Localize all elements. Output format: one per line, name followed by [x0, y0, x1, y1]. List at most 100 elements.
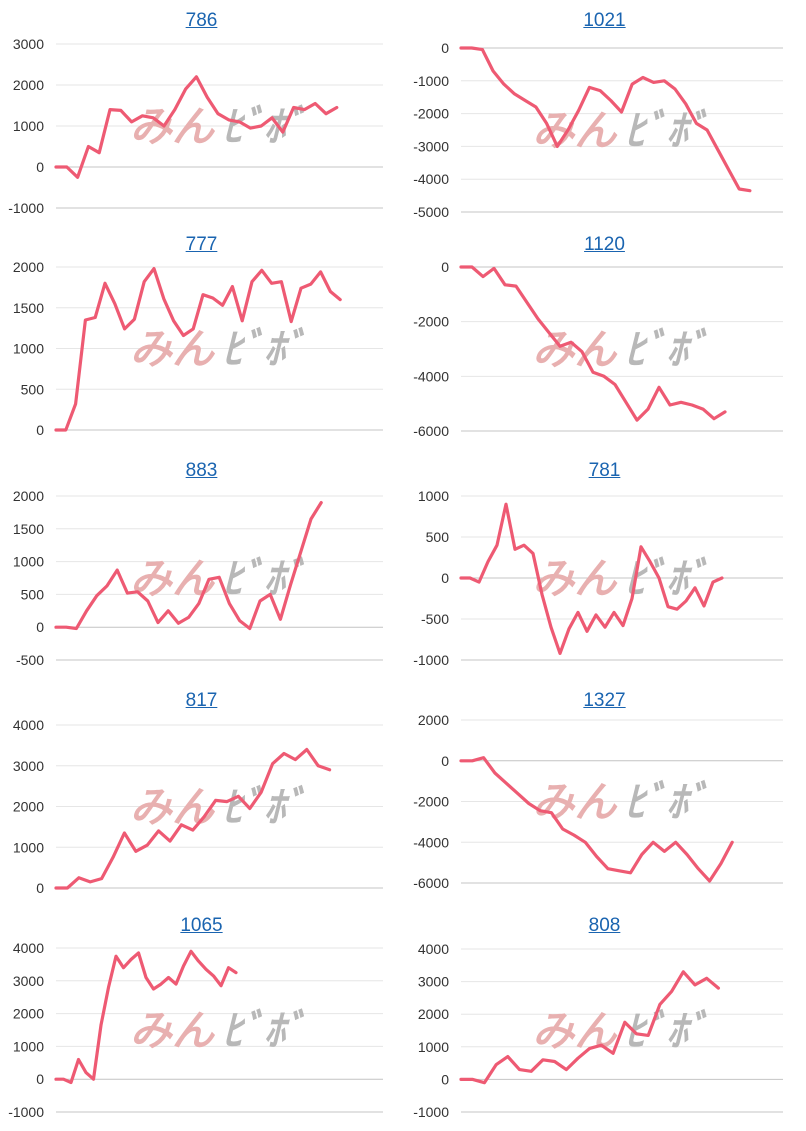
- watermark-left: みん: [532, 778, 618, 827]
- y-tick-label: 0: [36, 159, 44, 175]
- y-tick-label: -1000: [8, 200, 44, 216]
- chart-panel: 883 2000 1500 1000 500 0 -500 みん ﾋﾞﾎﾞ: [0, 450, 403, 676]
- series-line: [459, 46, 752, 193]
- watermark-left: みん: [130, 783, 216, 832]
- y-tick-label: 2000: [13, 488, 44, 504]
- series-line: [54, 266, 342, 432]
- y-tick-label: 0: [441, 259, 449, 275]
- y-tick-label: 0: [441, 753, 449, 769]
- chart-title-link[interactable]: 1327: [583, 690, 626, 711]
- chart-panel: 1021 0 -1000 -2000 -3000 -4000 -5000 みん ﾋﾞﾎﾞ: [403, 0, 806, 226]
- chart-panel: 781 1000 500 0 -500 -1000 みん ﾋﾞﾎﾞ: [403, 450, 806, 676]
- chart-panel: 1327 2000 0 -2000 -4000 -6000 みん ﾋﾞﾎﾞ: [403, 680, 806, 906]
- y-tick-label: 500: [21, 586, 45, 602]
- y-tick-label: 0: [441, 40, 449, 56]
- watermark-right: ﾋﾞﾎﾞ: [624, 1007, 708, 1056]
- line-chart: 0 -2000 -4000 -6000 みん ﾋﾞﾎﾞ: [413, 259, 783, 439]
- y-tick-label: 4000: [418, 941, 449, 957]
- watermark-left: みん: [532, 554, 618, 603]
- y-tick-label: 1000: [13, 118, 44, 134]
- y-tick-label: 1000: [13, 1038, 44, 1054]
- y-tick-label: 2000: [13, 799, 44, 815]
- y-tick-label: -2000: [413, 314, 449, 330]
- watermark-left: みん: [532, 325, 618, 374]
- y-tick-label: -1000: [413, 73, 449, 89]
- y-tick-label: -4000: [413, 171, 449, 187]
- chart-title-link[interactable]: 1120: [584, 234, 625, 255]
- series-line: [459, 265, 727, 422]
- watermark-right: ﾋﾞﾎﾞ: [222, 1006, 306, 1055]
- series-line: [459, 756, 734, 883]
- y-tick-label: 0: [441, 1071, 449, 1087]
- chart-panel: 817 4000 3000 2000 1000 0 みん ﾋﾞﾎﾞ: [0, 680, 403, 906]
- y-tick-label: 0: [36, 422, 44, 438]
- series-line: [54, 500, 323, 631]
- y-tick-label: -2000: [413, 794, 449, 810]
- y-tick-label: 0: [36, 619, 44, 635]
- y-tick-label: -6000: [413, 423, 449, 439]
- y-tick-label: 0: [36, 1071, 44, 1087]
- y-tick-label: -2000: [413, 106, 449, 122]
- y-tick-label: 2000: [13, 1006, 44, 1022]
- y-tick-label: -6000: [413, 875, 449, 891]
- chart-title-link[interactable]: 781: [588, 460, 621, 481]
- chart-panel: 786 3000 2000 1000 0 -1000 みん ﾋﾞﾎﾞ: [0, 0, 403, 226]
- y-tick-label: 4000: [13, 940, 44, 956]
- chart-panel: 777 2000 1500 1000 500 0 みん ﾋﾞﾎﾞ: [0, 224, 403, 450]
- chart-title-link[interactable]: 817: [185, 690, 218, 711]
- series-line: [459, 502, 724, 655]
- y-tick-label: -1000: [8, 1104, 44, 1120]
- y-tick-label: 2000: [13, 259, 44, 275]
- y-tick-label: -1000: [413, 1104, 449, 1120]
- chart-title-link[interactable]: 1065: [180, 915, 223, 936]
- y-tick-label: 3000: [13, 758, 44, 774]
- chart-panel: 1065 4000 3000 2000 1000 0 -1000 みん ﾋﾞﾎﾞ: [0, 905, 403, 1131]
- y-tick-label: 0: [441, 570, 449, 586]
- series-line: [54, 75, 339, 179]
- y-tick-label: 0: [36, 880, 44, 896]
- chart-title-link[interactable]: 786: [185, 10, 218, 31]
- y-tick-label: 500: [21, 381, 45, 397]
- chart-panel: 1120 0 -2000 -4000 -6000 みん ﾋﾞﾎﾞ: [403, 224, 806, 450]
- y-tick-label: -4000: [413, 368, 449, 384]
- y-tick-label: 1000: [418, 1039, 449, 1055]
- line-chart: 2000 0 -2000 -4000 -6000 みん ﾋﾞﾎﾞ: [413, 712, 783, 891]
- watermark-right: ﾋﾞﾎﾞ: [624, 106, 708, 155]
- y-tick-label: 1000: [418, 488, 449, 504]
- watermark-right: ﾋﾞﾎﾞ: [222, 783, 306, 832]
- y-tick-label: -5000: [413, 204, 449, 220]
- watermark-left: みん: [130, 325, 216, 374]
- series-line: [54, 949, 238, 1085]
- y-tick-label: 2000: [418, 1006, 449, 1022]
- chart-title-link[interactable]: 1021: [583, 10, 626, 31]
- chart-title-link[interactable]: 777: [185, 234, 218, 255]
- y-tick-label: 3000: [13, 36, 44, 52]
- chart-title-link[interactable]: 808: [588, 915, 621, 936]
- watermark-right: ﾋﾞﾎﾞ: [222, 325, 306, 374]
- y-tick-label: -500: [16, 652, 44, 668]
- y-tick-label: 3000: [418, 974, 449, 990]
- watermark-right: ﾋﾞﾎﾞ: [624, 778, 708, 827]
- y-tick-label: 1000: [13, 341, 44, 357]
- series-line: [54, 747, 332, 890]
- y-tick-label: -1000: [413, 652, 449, 668]
- y-tick-label: 500: [426, 529, 450, 545]
- y-tick-label: 1000: [13, 839, 44, 855]
- watermark-left: みん: [130, 1006, 216, 1055]
- y-tick-label: -3000: [413, 138, 449, 154]
- y-tick-label: -500: [421, 611, 449, 627]
- chart-title-link[interactable]: 883: [185, 460, 218, 481]
- chart-panel: 808 4000 3000 2000 1000 0 -1000 みん ﾋﾞﾎﾞ: [403, 905, 806, 1131]
- line-chart: 2000 1500 1000 500 0 みん ﾋﾞﾎﾞ: [13, 259, 383, 438]
- series-line: [459, 970, 720, 1085]
- y-tick-label: 1500: [13, 300, 44, 316]
- y-tick-label: 1000: [13, 554, 44, 570]
- y-tick-label: 2000: [418, 712, 449, 728]
- watermark-right: ﾋﾞﾎﾞ: [624, 325, 708, 374]
- y-tick-label: 3000: [13, 973, 44, 989]
- y-tick-label: -4000: [413, 834, 449, 850]
- line-chart: 4000 3000 2000 1000 0 みん ﾋﾞﾎﾞ: [13, 717, 383, 896]
